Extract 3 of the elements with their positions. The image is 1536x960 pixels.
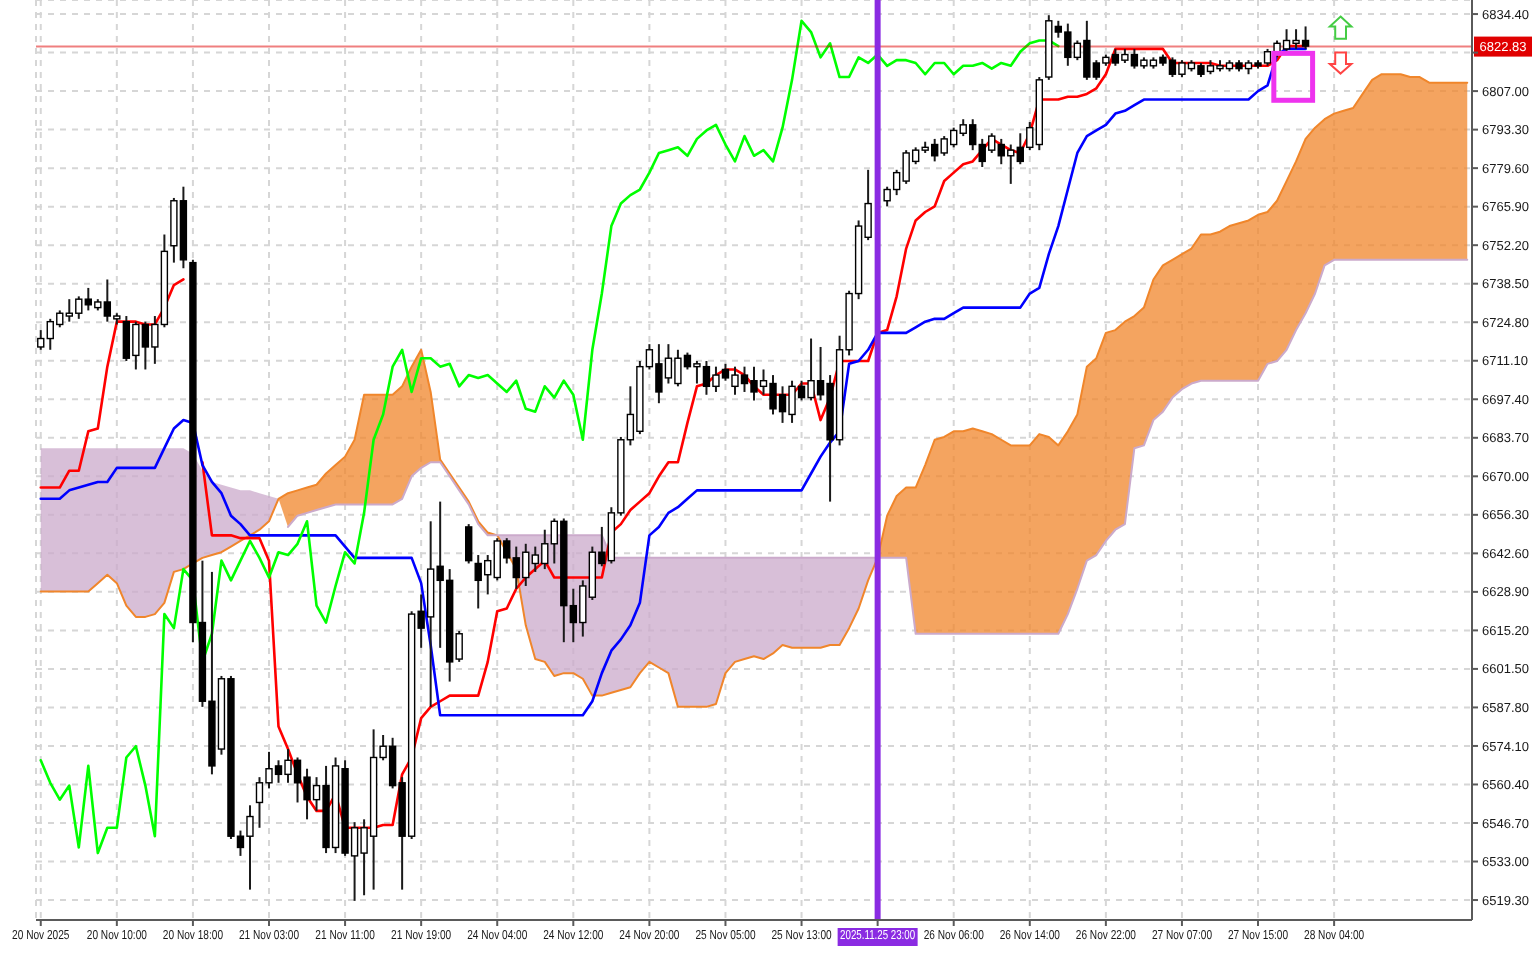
line-series <box>39 19 1060 855</box>
candlestick <box>465 523 473 565</box>
line-series <box>39 73 1469 708</box>
